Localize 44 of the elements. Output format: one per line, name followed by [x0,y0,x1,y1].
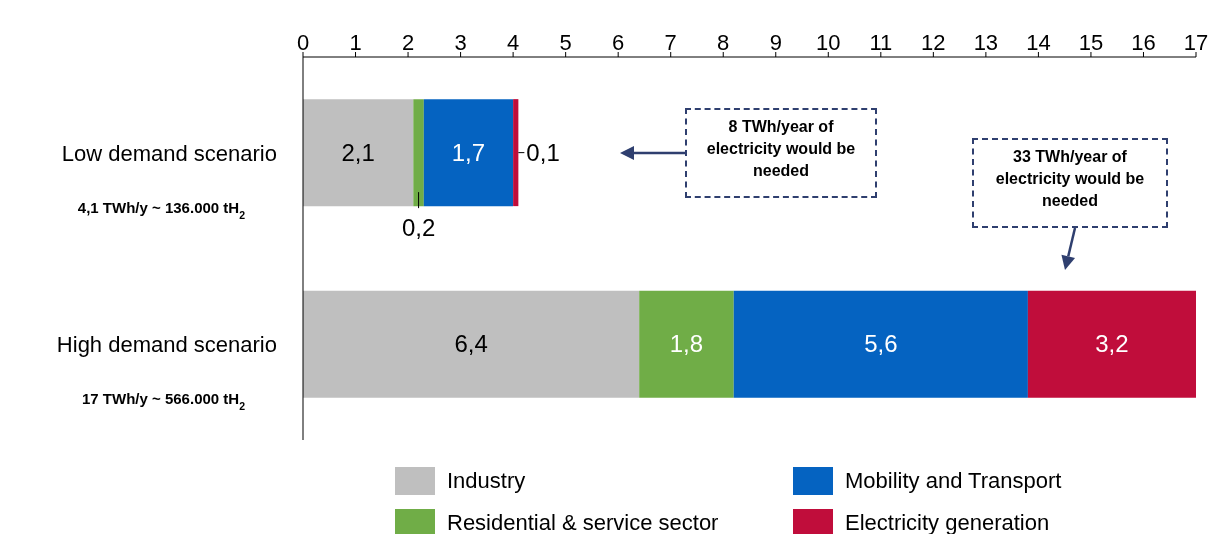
bar [1027,290,1196,398]
x-tick-label: 0 [296,30,310,55]
x-tick-label: 6 [612,30,625,55]
legend-label: Electricity generation [845,510,1050,534]
bar [639,290,734,398]
data-label: 5,6 [864,330,898,358]
data-label: 1,7 [451,138,486,166]
text: 17 TWh/y ~ 566.000 tH$_{2}$ [82,390,246,413]
annotation: 8 TWh/year of electricity would be needed [705,117,857,181]
x-tick-label: 1 [349,30,362,55]
x-tick-label: 13 [973,30,999,55]
annotation: 33 TWh/year of electricity would be needed [994,147,1146,211]
x-tick-label: 17 [1183,30,1209,55]
legend-label: Mobility and Transport [845,468,1062,494]
data-label: 0,1 [526,138,560,166]
data-label: 0,2 [401,214,436,242]
x-tick-label: 12 [921,30,946,55]
data-label: 3,2 [1095,330,1129,358]
x-tick-label: 9 [769,30,782,55]
x-tick-label: 15 [1078,30,1104,55]
text: 4,1 TWh/y ~ 136.000 tH$_{2}$ [77,198,246,221]
x-tick-label: 14 [1026,30,1051,55]
x-tick-label: 2 [401,30,415,55]
x-tick-label: 11 [869,30,893,55]
bar [303,290,640,398]
x-tick-label: 7 [664,30,677,55]
bar [733,290,1028,398]
bar [423,99,514,207]
data-label: 1,8 [669,330,704,358]
data-label: 2,1 [341,138,375,166]
x-tick-label: 3 [454,30,467,55]
x-tick-label: 10 [816,30,841,55]
x-tick-label: 4 [506,30,520,55]
x-tick-label: 16 [1131,30,1156,55]
bar [413,99,424,207]
y-tick-label: Low demand scenario [61,140,277,166]
legend-label: Residential & service sector [447,510,719,534]
data-label: 6,4 [454,330,488,358]
x-tick-label: 8 [717,30,730,55]
y-tick-label: High demand scenario [56,332,277,358]
x-tick-label: 5 [559,30,572,55]
bar [303,99,414,207]
bar [513,99,519,207]
legend-label: Industry [447,468,526,494]
